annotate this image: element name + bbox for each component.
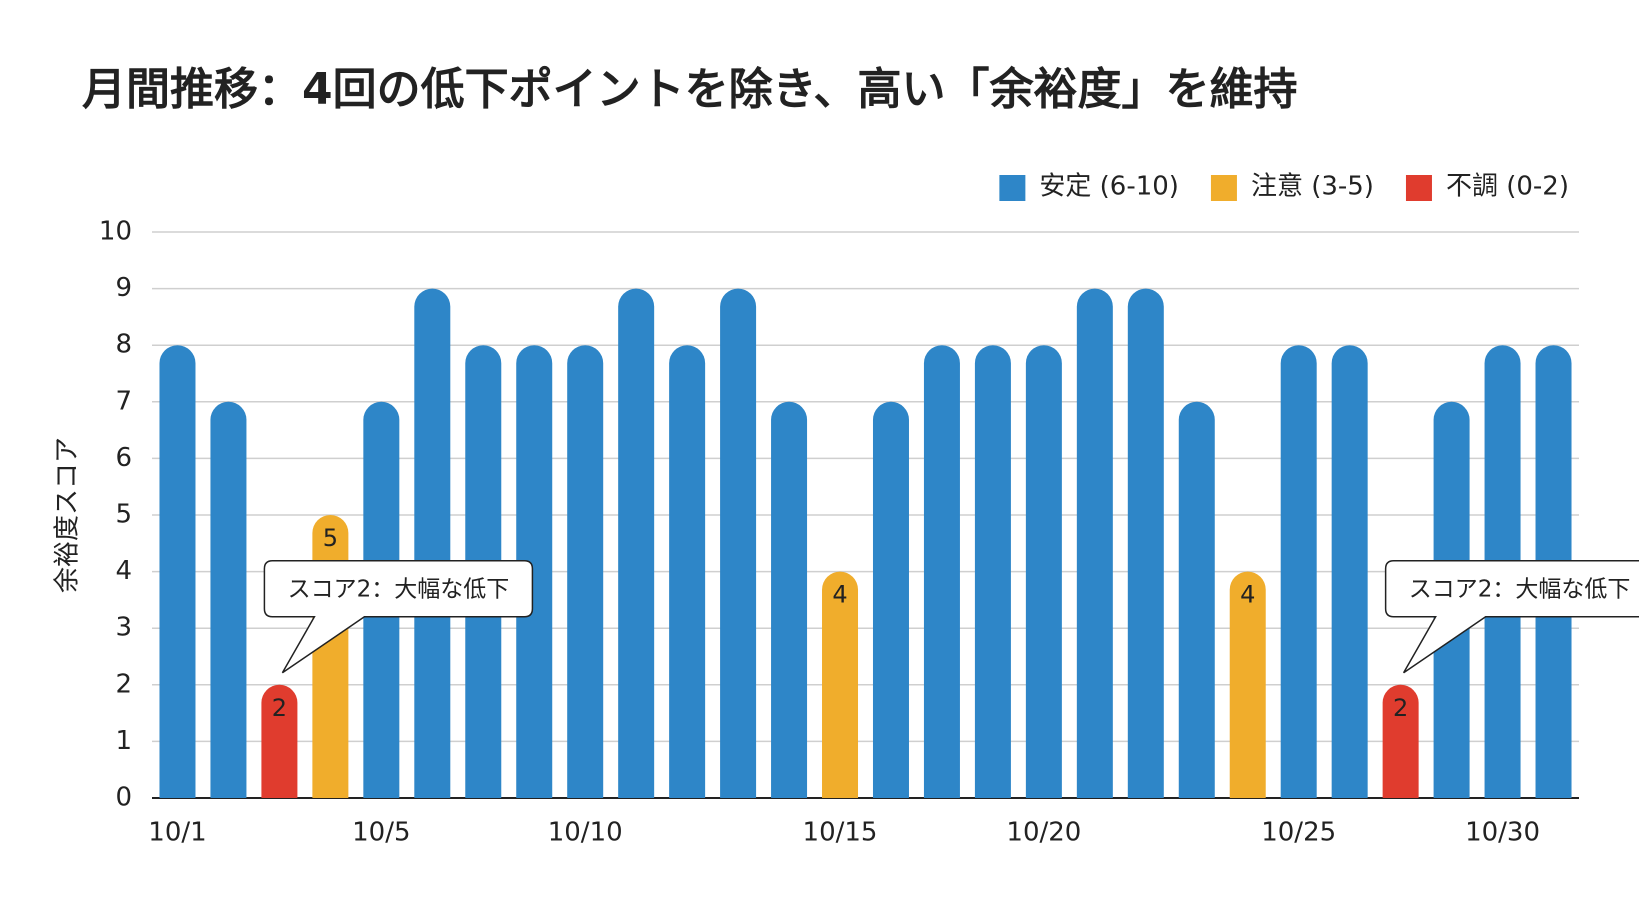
y-tick-label: 1 — [115, 726, 132, 756]
legend-label: 不調 (0-2) — [1446, 172, 1569, 202]
bar — [516, 345, 553, 798]
bar — [414, 288, 451, 798]
callout-text: スコア2：大幅な低下 — [1409, 576, 1631, 602]
data-label: 5 — [323, 524, 338, 552]
callout-box — [263, 560, 534, 674]
bar — [1229, 571, 1266, 798]
y-tick-label: 10 — [99, 217, 132, 247]
callout: スコア2：大幅な低下 — [1384, 560, 1639, 674]
bar — [1280, 345, 1317, 798]
x-tick-label: 10/20 — [1006, 818, 1081, 848]
callout-box — [1384, 560, 1639, 674]
y-tick-label: 4 — [115, 556, 132, 586]
bar — [923, 345, 960, 798]
data-label: 4 — [832, 581, 847, 609]
y-tick-label: 7 — [115, 386, 132, 416]
data-label: 2 — [272, 694, 287, 722]
bar — [210, 401, 247, 798]
x-tick-label: 10/25 — [1261, 818, 1336, 848]
bar — [1025, 345, 1062, 798]
bar — [974, 345, 1011, 798]
bar — [720, 288, 757, 798]
legend-label: 安定 (6-10) — [1039, 172, 1179, 202]
bar — [1178, 401, 1215, 798]
y-tick-label: 2 — [115, 669, 132, 699]
data-label: 4 — [1240, 581, 1255, 609]
bar — [1127, 288, 1164, 798]
bar — [159, 345, 196, 798]
bar — [872, 401, 909, 798]
bar — [771, 401, 808, 798]
x-tick-label: 10/15 — [803, 818, 878, 848]
y-tick-label: 5 — [115, 500, 132, 530]
legend-swatch — [1210, 175, 1237, 201]
y-tick-label: 6 — [115, 443, 132, 473]
y-tick-label: 8 — [115, 330, 132, 360]
bar — [312, 515, 349, 798]
bar — [1076, 288, 1113, 798]
y-axis-label: 余裕度スコア — [53, 437, 83, 593]
x-tick-label: 10/30 — [1465, 818, 1540, 848]
data-label: 2 — [1393, 694, 1408, 722]
bar — [669, 345, 706, 798]
x-tick-label: 10/10 — [548, 818, 623, 848]
legend-swatch — [1405, 175, 1432, 201]
y-tick-label: 9 — [115, 273, 132, 303]
bar — [261, 684, 298, 798]
bar — [1382, 684, 1419, 798]
bar — [1331, 345, 1368, 798]
chart-title: 月間推移：4回の低下ポイントを除き、高い「余裕度」を維持 — [82, 64, 1298, 115]
callout: スコア2：大幅な低下 — [263, 560, 534, 674]
x-tick-label: 10/1 — [148, 818, 206, 848]
legend-swatch — [999, 175, 1026, 201]
x-tick-label: 10/5 — [352, 818, 410, 848]
y-tick-label: 3 — [115, 613, 132, 643]
y-tick-label: 0 — [115, 783, 132, 813]
bar — [618, 288, 655, 798]
legend-label: 注意 (3-5) — [1251, 172, 1374, 202]
callout-text: スコア2：大幅な低下 — [288, 576, 510, 602]
bar — [822, 571, 859, 798]
bar — [567, 345, 604, 798]
